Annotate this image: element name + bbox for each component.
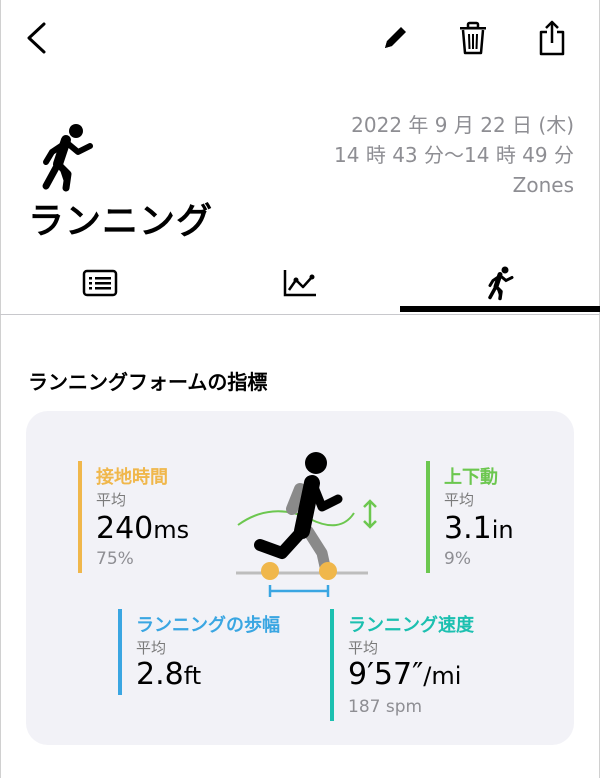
metric-label: 接地時間 (96, 467, 168, 488)
metric-sublabel: 平均 (136, 639, 167, 657)
metric-accent-bar (330, 609, 334, 721)
runner-large-icon (36, 122, 96, 196)
metric-value: 2.8ft (136, 657, 202, 692)
running-form-illustration (236, 452, 377, 597)
workout-source: Zones (512, 173, 574, 197)
metric-stride-length[interactable]: ランニングの歩幅 平均 2.8ft (118, 609, 318, 695)
metric-percent: 9% (444, 549, 471, 569)
running-form-card: 接地時間 平均 240ms 75% 上下動 平均 3.1in 9% ランニングの… (26, 411, 574, 745)
metric-value: 9′57″/mi (348, 657, 462, 692)
share-icon (539, 20, 565, 56)
back-button[interactable] (16, 18, 56, 58)
metric-vertical-oscillation[interactable]: 上下動 平均 3.1in 9% (426, 461, 556, 573)
metric-sublabel: 平均 (96, 491, 127, 509)
line-chart-icon (283, 270, 316, 297)
page-title: ランニング (28, 201, 214, 242)
tab-summary[interactable] (0, 255, 200, 311)
metric-running-speed[interactable]: ランニング速度 平均 9′57″/mi 187 spm (330, 609, 550, 721)
metric-label: 上下動 (444, 467, 498, 488)
metric-cadence: 187 spm (348, 697, 423, 717)
metric-label: ランニング速度 (348, 615, 474, 636)
tab-running-form[interactable] (400, 255, 600, 311)
trash-icon (460, 21, 486, 55)
metric-value: 240ms (96, 511, 190, 546)
delete-button[interactable] (453, 18, 493, 58)
metric-accent-bar (118, 609, 122, 695)
left-edge (0, 0, 1, 778)
section-title: ランニングフォームの指標 (28, 370, 268, 394)
workout-time-range: 14 時 43 分〜14 時 49 分 (334, 143, 574, 167)
tab-charts[interactable] (200, 255, 400, 311)
metric-value: 3.1in (444, 511, 514, 546)
metric-accent-bar (426, 461, 430, 573)
tab-selected-indicator (400, 306, 600, 312)
chevron-left-icon (27, 22, 46, 54)
metric-percent: 75% (96, 549, 134, 569)
edit-button[interactable] (375, 18, 415, 58)
tab-bar (0, 255, 600, 315)
metric-label: ランニングの歩幅 (136, 615, 280, 636)
share-button[interactable] (532, 18, 572, 58)
pencil-icon (385, 27, 406, 48)
workout-date: 2022 年 9 月 22 日 (木) (351, 113, 574, 137)
metric-sublabel: 平均 (348, 639, 379, 657)
metric-sublabel: 平均 (444, 491, 475, 509)
list-icon (82, 269, 118, 297)
metric-ground-contact[interactable]: 接地時間 平均 240ms 75% (78, 461, 228, 573)
runner-icon (488, 266, 514, 301)
workout-date-block: 2022 年 9 月 22 日 (木) 14 時 43 分〜14 時 49 分 … (334, 110, 574, 200)
tab-divider (0, 314, 600, 315)
metric-accent-bar (78, 461, 82, 573)
